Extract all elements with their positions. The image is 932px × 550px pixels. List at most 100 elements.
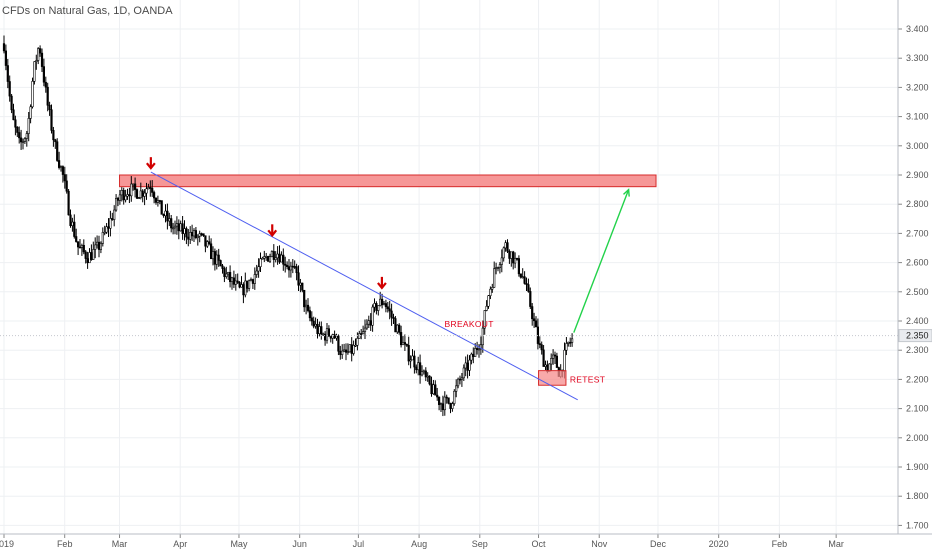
candle-body — [187, 236, 190, 240]
candle-body — [130, 183, 133, 197]
candle-body — [230, 277, 234, 282]
candle-body — [303, 289, 306, 308]
candle-body — [432, 384, 435, 395]
down-arrow-head — [377, 282, 387, 290]
candle-body — [441, 403, 445, 411]
candle-body — [33, 61, 36, 82]
candle-body — [384, 303, 388, 308]
candle-body — [92, 249, 95, 260]
candle-body — [272, 251, 275, 260]
current-price-tag — [898, 329, 932, 343]
x-tick-label: May — [230, 539, 248, 549]
candle-body — [485, 305, 488, 311]
projection-arrow-head — [623, 188, 630, 197]
candle-body — [75, 236, 78, 242]
projection-arrow — [573, 189, 630, 333]
candle-body — [154, 197, 158, 203]
candle-body — [477, 348, 481, 351]
candle-body — [494, 267, 498, 270]
candle-body — [175, 223, 179, 227]
candle-body — [523, 276, 526, 284]
candle-body — [407, 345, 410, 362]
candle-body — [246, 280, 249, 289]
candle-body — [508, 250, 511, 259]
y-tick-label: 3.400 — [906, 24, 929, 34]
y-tick-label: 2.400 — [906, 316, 929, 326]
candle-body — [61, 166, 64, 175]
candle-body — [278, 253, 281, 263]
candle-body — [116, 197, 120, 201]
candle-body — [538, 343, 541, 345]
y-tick-label: 2.300 — [906, 345, 929, 355]
candle-body — [122, 190, 125, 201]
x-tick-label: Jul — [353, 539, 365, 549]
candle-body — [468, 359, 471, 371]
candle-body — [151, 187, 154, 193]
resistance-zone — [119, 174, 657, 188]
candle-body — [27, 118, 30, 134]
candle-body — [56, 141, 59, 161]
candle-body — [542, 349, 545, 367]
candle-body — [453, 390, 456, 404]
candle-body — [479, 344, 483, 350]
candle-body — [221, 265, 224, 269]
y-tick-label: 3.200 — [906, 82, 929, 92]
candle-body — [375, 303, 378, 311]
candle-body — [202, 233, 205, 236]
candle-body — [192, 230, 196, 237]
candle-body — [35, 60, 38, 63]
candle-body — [223, 268, 226, 277]
candle-body — [46, 86, 49, 106]
candle-body — [493, 268, 496, 288]
candle-body — [244, 280, 247, 296]
candle-body — [293, 266, 296, 268]
candle-body — [428, 375, 431, 385]
candle-body — [519, 273, 522, 278]
down-arrow-icon — [145, 157, 156, 170]
x-tick-label: Jun — [292, 539, 307, 549]
candle-body — [306, 304, 310, 311]
candle-body — [16, 126, 19, 133]
candle-body — [263, 256, 266, 259]
candle-body — [44, 81, 47, 88]
down-arrow-head — [145, 162, 156, 170]
candle-body — [177, 223, 180, 232]
candle-body — [86, 258, 89, 264]
trendline — [150, 171, 578, 401]
candle-body — [411, 355, 414, 361]
candle-body — [29, 106, 32, 119]
breakout-label: BREAKOUT — [445, 319, 494, 329]
candle-body — [379, 298, 382, 306]
candle-body — [208, 241, 211, 245]
candle-body — [335, 335, 338, 339]
y-tick-label: 3.000 — [906, 141, 929, 151]
candle-body — [369, 320, 372, 326]
candle-body — [447, 397, 450, 404]
candle-body — [403, 342, 407, 345]
candle-body — [219, 260, 222, 267]
candle-body — [555, 355, 558, 368]
candle-body — [268, 256, 272, 262]
candle-body — [211, 251, 215, 260]
candle-body — [213, 251, 217, 265]
candle-body — [301, 282, 304, 291]
candle-body — [373, 303, 376, 308]
candle-body — [386, 306, 389, 310]
candle-body — [399, 332, 403, 346]
candle-body — [401, 342, 405, 346]
candle-body — [240, 284, 243, 288]
candle-body — [196, 235, 199, 239]
x-tick-label: Mar — [112, 539, 128, 549]
candle-body — [462, 367, 465, 379]
candle-body — [487, 295, 490, 307]
x-tick-label: Apr — [173, 539, 187, 549]
candle-body — [128, 194, 131, 197]
candle-body — [59, 166, 63, 168]
candle-body — [280, 254, 283, 263]
candle-body — [206, 241, 209, 247]
candle-body — [445, 396, 448, 399]
candle-body — [236, 280, 239, 283]
candle-body — [276, 253, 279, 259]
